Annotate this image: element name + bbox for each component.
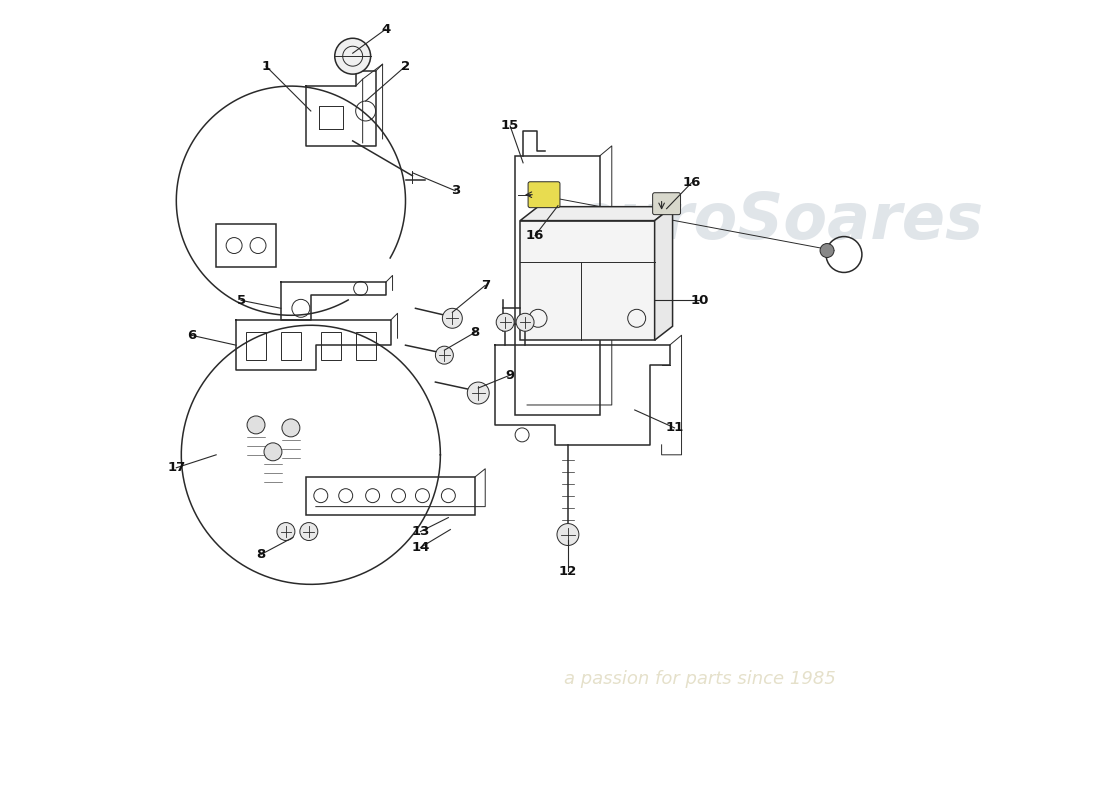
Text: 11: 11 [666,422,684,434]
Text: 2: 2 [400,60,410,73]
Text: 8: 8 [471,326,480,338]
Text: 13: 13 [411,525,430,538]
Bar [515,156,600,415]
Circle shape [334,38,371,74]
Text: 6: 6 [187,329,196,342]
Circle shape [277,522,295,541]
Text: 7: 7 [481,279,490,292]
Bar [520,221,654,340]
Text: 1: 1 [262,60,271,73]
Text: 14: 14 [411,541,430,554]
Bar [280,332,301,360]
Circle shape [436,346,453,364]
Text: 3: 3 [451,184,460,198]
Bar [246,332,266,360]
Text: a passion for parts since 1985: a passion for parts since 1985 [563,670,835,688]
Circle shape [442,308,462,328]
Circle shape [516,314,535,331]
Text: 12: 12 [559,565,578,578]
Text: 17: 17 [167,462,186,474]
Text: 16: 16 [682,176,701,190]
Bar [355,332,375,360]
Circle shape [282,419,300,437]
FancyBboxPatch shape [528,182,560,208]
Circle shape [821,243,834,258]
Circle shape [496,314,514,331]
Text: 9: 9 [506,369,515,382]
Circle shape [557,523,579,546]
Text: 16: 16 [526,229,544,242]
Text: 8: 8 [256,548,265,561]
Text: 15: 15 [500,119,519,133]
Bar [321,332,341,360]
Polygon shape [654,206,672,340]
Bar [306,477,475,514]
Text: 5: 5 [236,294,245,307]
Text: euroSoares: euroSoares [574,190,984,252]
Circle shape [248,416,265,434]
Circle shape [264,443,282,461]
Text: 4: 4 [381,22,390,36]
Text: 10: 10 [691,294,708,307]
Circle shape [300,522,318,541]
Circle shape [468,382,490,404]
Bar [217,224,276,267]
FancyBboxPatch shape [652,193,681,214]
Polygon shape [520,206,672,221]
